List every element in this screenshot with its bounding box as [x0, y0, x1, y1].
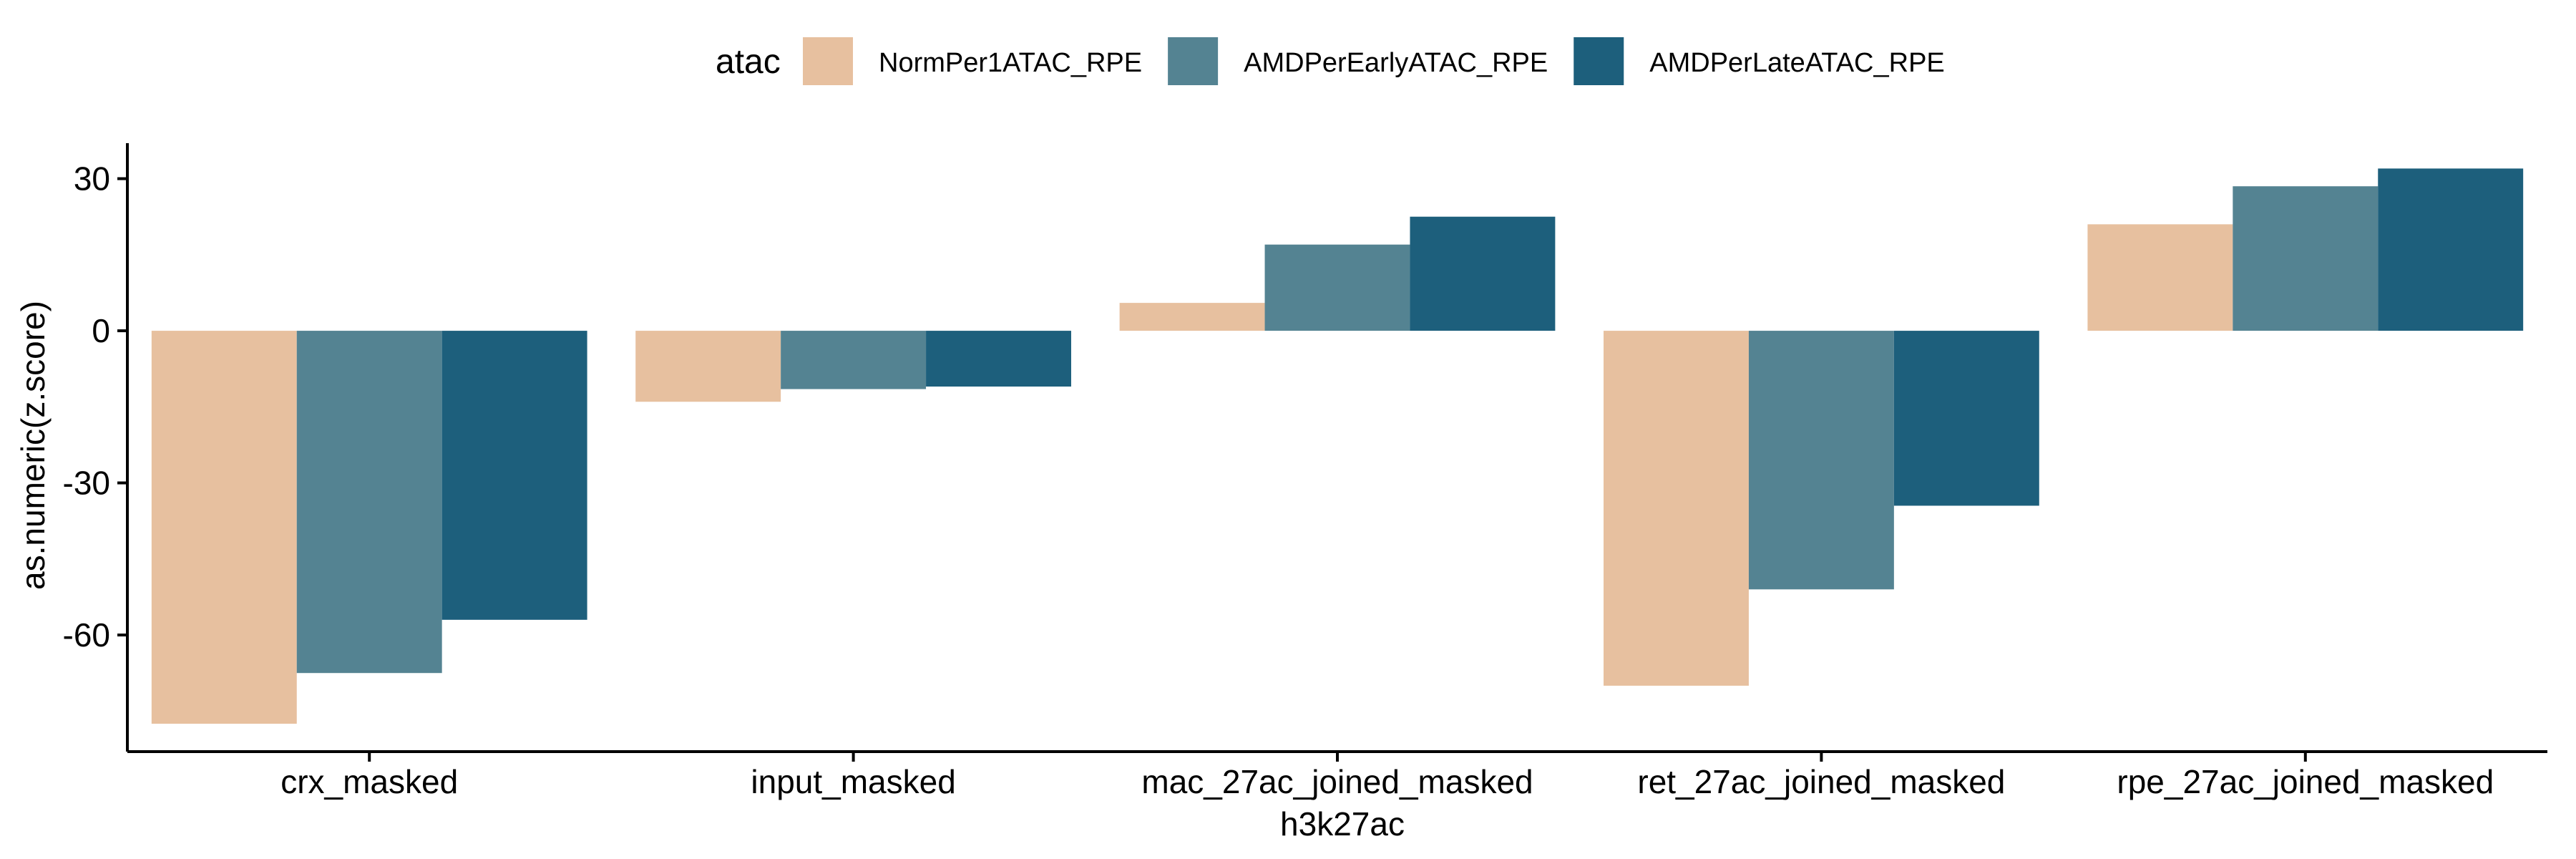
bar: [1893, 331, 2039, 506]
bar: [2378, 168, 2524, 331]
axes: 30 0 -30 -60 crx_masked input_masked mac_27ac…: [63, 143, 2547, 800]
bar: [781, 331, 927, 389]
x-ticks: crx_masked input_masked mac_27ac_joined_ma…: [280, 752, 2494, 800]
x-axis-title: h3k27ac: [1280, 805, 1405, 843]
bar: [1119, 303, 1265, 331]
legend-label: NormPer1ATAC_RPE: [879, 48, 1142, 78]
bar: [926, 331, 1071, 387]
y-tick-label: 0: [92, 312, 110, 349]
bar: [1264, 244, 1410, 331]
x-tick-label: mac_27ac_joined_masked: [1141, 763, 1533, 800]
bars-layer: [151, 168, 2524, 724]
x-tick-label: ret_27ac_joined_masked: [1637, 763, 2005, 800]
legend: atac NormPer1ATAC_RPE AMDPerEarlyATAC_RPE…: [716, 37, 1945, 85]
bar: [1748, 331, 1894, 590]
bar: [151, 331, 297, 724]
legend-swatch: [1574, 37, 1624, 85]
legend-title: atac: [716, 43, 781, 81]
y-tick-label: -30: [63, 465, 110, 502]
legend-swatch: [1168, 37, 1219, 85]
legend-label: AMDPerEarlyATAC_RPE: [1244, 48, 1548, 78]
y-ticks: 30 0 -30 -60: [63, 160, 127, 654]
x-tick-label: crx_masked: [280, 763, 458, 800]
bar: [2233, 186, 2379, 331]
legend-label: AMDPerLateATAC_RPE: [1649, 48, 1945, 78]
bar: [2087, 224, 2233, 331]
x-tick-label: input_masked: [751, 763, 955, 800]
bar: [635, 331, 781, 402]
y-axis-title: as.numeric(z.score): [14, 301, 52, 590]
bar: [1410, 216, 1556, 331]
bar: [296, 331, 442, 674]
x-tick-label: rpe_27ac_joined_masked: [2117, 763, 2494, 800]
y-tick-label: 30: [74, 160, 110, 198]
legend-swatch: [803, 37, 853, 85]
y-tick-label: -60: [63, 616, 110, 654]
bar: [1604, 331, 1749, 686]
bar: [441, 331, 587, 620]
